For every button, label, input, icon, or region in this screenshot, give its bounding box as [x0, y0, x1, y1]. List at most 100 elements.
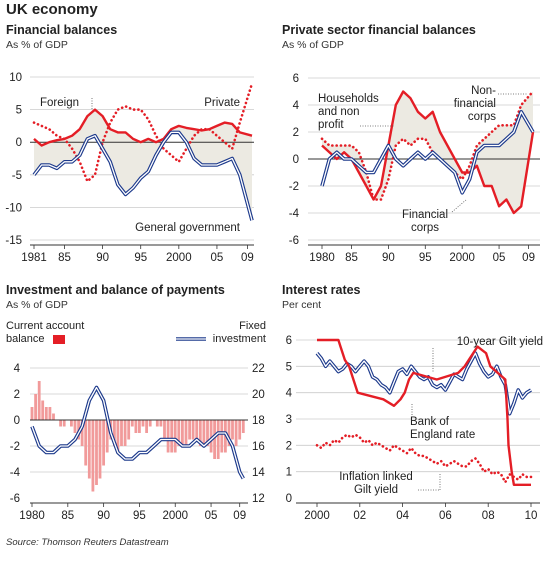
chart3-bar	[113, 420, 116, 446]
chart1-series-foreign	[33, 108, 253, 147]
chart4-subtitle: Per cent	[282, 299, 322, 311]
chart4-x-label: 04	[396, 510, 409, 522]
chart3-bar	[209, 420, 213, 453]
chart1-x-label: 05	[211, 252, 224, 264]
chart3-left-tick: -2	[10, 441, 20, 453]
chart3-bar	[195, 420, 199, 440]
chart3-series-investment-inner	[31, 386, 244, 479]
chart4-y-tick: 0	[286, 493, 292, 505]
chart4-y-tick: 2	[286, 440, 292, 452]
chart2-label-nonfinancial: corps	[468, 111, 496, 123]
chart3-bar	[166, 420, 170, 453]
chart3-bar	[120, 420, 123, 446]
chart3-x-label: 05	[205, 510, 218, 522]
chart3-bar	[170, 420, 174, 453]
chart3-x-label: 1980	[19, 510, 45, 522]
chart3-bar	[102, 420, 105, 466]
chart2-label-households: Households	[318, 93, 379, 105]
chart2-x-label: 05	[493, 252, 506, 264]
chart2-x-label: 90	[382, 252, 395, 264]
chart3-right-tick: 22	[252, 363, 265, 375]
chart3-bar	[138, 420, 141, 433]
chart1-y-tick: -15	[5, 235, 22, 247]
chart2-title: Private sector financial balances	[282, 23, 476, 37]
chart3-bar	[173, 420, 177, 453]
chart1-x-label: 95	[134, 252, 147, 264]
chart3-bar	[127, 420, 131, 440]
chart3-x-label: 90	[97, 510, 110, 522]
chart4-x-label: 10	[525, 510, 538, 522]
chart3-bar	[188, 420, 191, 440]
chart3-x-label: 09	[233, 510, 246, 522]
chart3-right-axis-label: Fixed	[239, 320, 266, 332]
chart3-bar	[84, 420, 88, 466]
chart3-left-tick: 2	[14, 389, 20, 401]
chart1-y-tick: -5	[12, 170, 22, 182]
chart1-x-label: 09	[241, 252, 254, 264]
chart3-bar	[163, 420, 166, 440]
chart4-x-label: 02	[353, 510, 366, 522]
chart3-bar	[37, 381, 41, 420]
chart2-y-tick: -2	[289, 181, 299, 193]
chart1-label-government: General government	[135, 222, 241, 234]
chart3-bar	[155, 420, 159, 427]
chart3-bar	[116, 420, 120, 453]
chart1-title: Financial balances	[6, 23, 118, 37]
chart1-x-label: 2000	[166, 252, 192, 264]
chart3-bar	[41, 400, 45, 420]
chart1-label-foreign: Foreign	[40, 97, 79, 109]
chart2-label-financial: Financial	[402, 209, 448, 221]
chart3-bar	[184, 420, 188, 446]
chart3-left-tick: -4	[10, 467, 21, 479]
chart3-bar	[231, 420, 234, 440]
chart3-bar	[220, 420, 224, 453]
chart2-subtitle: As % of GDP	[282, 39, 344, 51]
chart3-bar	[91, 420, 95, 492]
chart2-label-nonfinancial: financial	[454, 98, 496, 110]
chart1-y-tick: 10	[9, 72, 22, 84]
chart3-x-label: 95	[133, 510, 146, 522]
chart2-x-label: 85	[345, 252, 358, 264]
chart2-x-label: 95	[419, 252, 432, 264]
chart4-series-gilt	[315, 351, 532, 416]
chart2-y-tick: -6	[289, 235, 299, 247]
chart3-bar	[87, 420, 91, 479]
chart3-bar	[98, 420, 102, 479]
chart3-right-tick: 14	[252, 467, 265, 479]
chart3-right-tick: 20	[252, 389, 265, 401]
chart4-label-inflation: Inflation linked	[339, 471, 413, 483]
chart3-left-axis-label: Current account	[6, 320, 84, 332]
chart2-y-tick: 2	[293, 127, 299, 139]
chart3-bar	[148, 420, 152, 427]
chart3-right-tick: 16	[252, 441, 265, 453]
chart1-y-tick: 5	[16, 105, 22, 117]
chart2-series-nonfinancial	[320, 90, 535, 201]
chart4-label-inflation: Gilt yield	[354, 484, 398, 496]
chart2-label-households: profit	[318, 119, 344, 131]
chart3-bar	[202, 420, 206, 446]
chart3-bar	[62, 420, 66, 427]
chart2-y-tick: 4	[293, 100, 300, 112]
chart4-series-gilt-inner	[316, 352, 532, 415]
chart3-legend-bar-swatch	[53, 335, 65, 344]
chart3-left-tick: 0	[14, 415, 20, 427]
chart3-bar	[34, 394, 37, 420]
chart4-series-boe	[317, 338, 531, 486]
chart3-left-axis-label: balance	[6, 333, 45, 345]
chart3-bar	[123, 420, 127, 446]
chart3-bar	[141, 420, 145, 427]
chart3-x-label: 2000	[162, 510, 188, 522]
chart3-bar	[206, 420, 209, 446]
chart3-bar	[48, 407, 52, 420]
chart3-bar	[130, 420, 134, 427]
source-note: Source: Thomson Reuters Datastream	[6, 537, 169, 548]
chart4-y-tick: 5	[286, 361, 292, 373]
chart3-bar	[80, 420, 84, 446]
chart3-bar	[181, 420, 184, 446]
chart2-y-tick: 6	[293, 73, 299, 85]
chart4-y-tick: 6	[286, 335, 292, 347]
chart4-label-gilt: 10-year Gilt yield	[457, 336, 543, 348]
chart3-bar	[145, 420, 148, 433]
chart2-leader-financial	[451, 199, 467, 213]
